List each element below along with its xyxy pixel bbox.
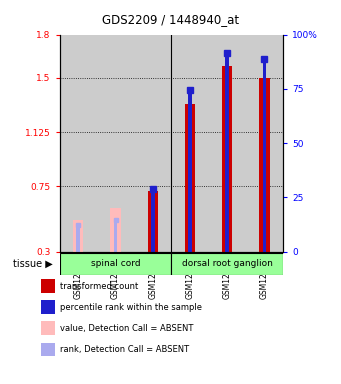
Bar <box>185 104 195 252</box>
Bar <box>246 35 283 252</box>
Text: rank, Detection Call = ABSENT: rank, Detection Call = ABSENT <box>60 345 189 354</box>
Bar <box>171 253 283 275</box>
Text: dorsal root ganglion: dorsal root ganglion <box>182 260 272 268</box>
Bar <box>188 89 192 252</box>
Bar <box>76 225 80 252</box>
Bar <box>225 53 229 252</box>
Bar <box>209 35 246 252</box>
Text: value, Detection Call = ABSENT: value, Detection Call = ABSENT <box>60 324 193 333</box>
Bar <box>97 35 134 252</box>
Bar <box>110 208 121 252</box>
Bar <box>151 189 154 252</box>
Text: GDS2209 / 1448940_at: GDS2209 / 1448940_at <box>102 13 239 26</box>
Bar <box>171 35 209 252</box>
Bar <box>259 78 270 252</box>
Bar <box>148 191 158 252</box>
Bar <box>263 59 266 252</box>
Bar <box>73 220 84 252</box>
Text: tissue ▶: tissue ▶ <box>13 259 53 269</box>
Bar <box>60 253 172 275</box>
Text: spinal cord: spinal cord <box>91 260 140 268</box>
Bar <box>222 66 233 252</box>
Bar <box>114 220 117 252</box>
Text: percentile rank within the sample: percentile rank within the sample <box>60 303 202 312</box>
Text: transformed count: transformed count <box>60 281 138 291</box>
Bar <box>134 35 171 252</box>
Bar <box>60 35 97 252</box>
